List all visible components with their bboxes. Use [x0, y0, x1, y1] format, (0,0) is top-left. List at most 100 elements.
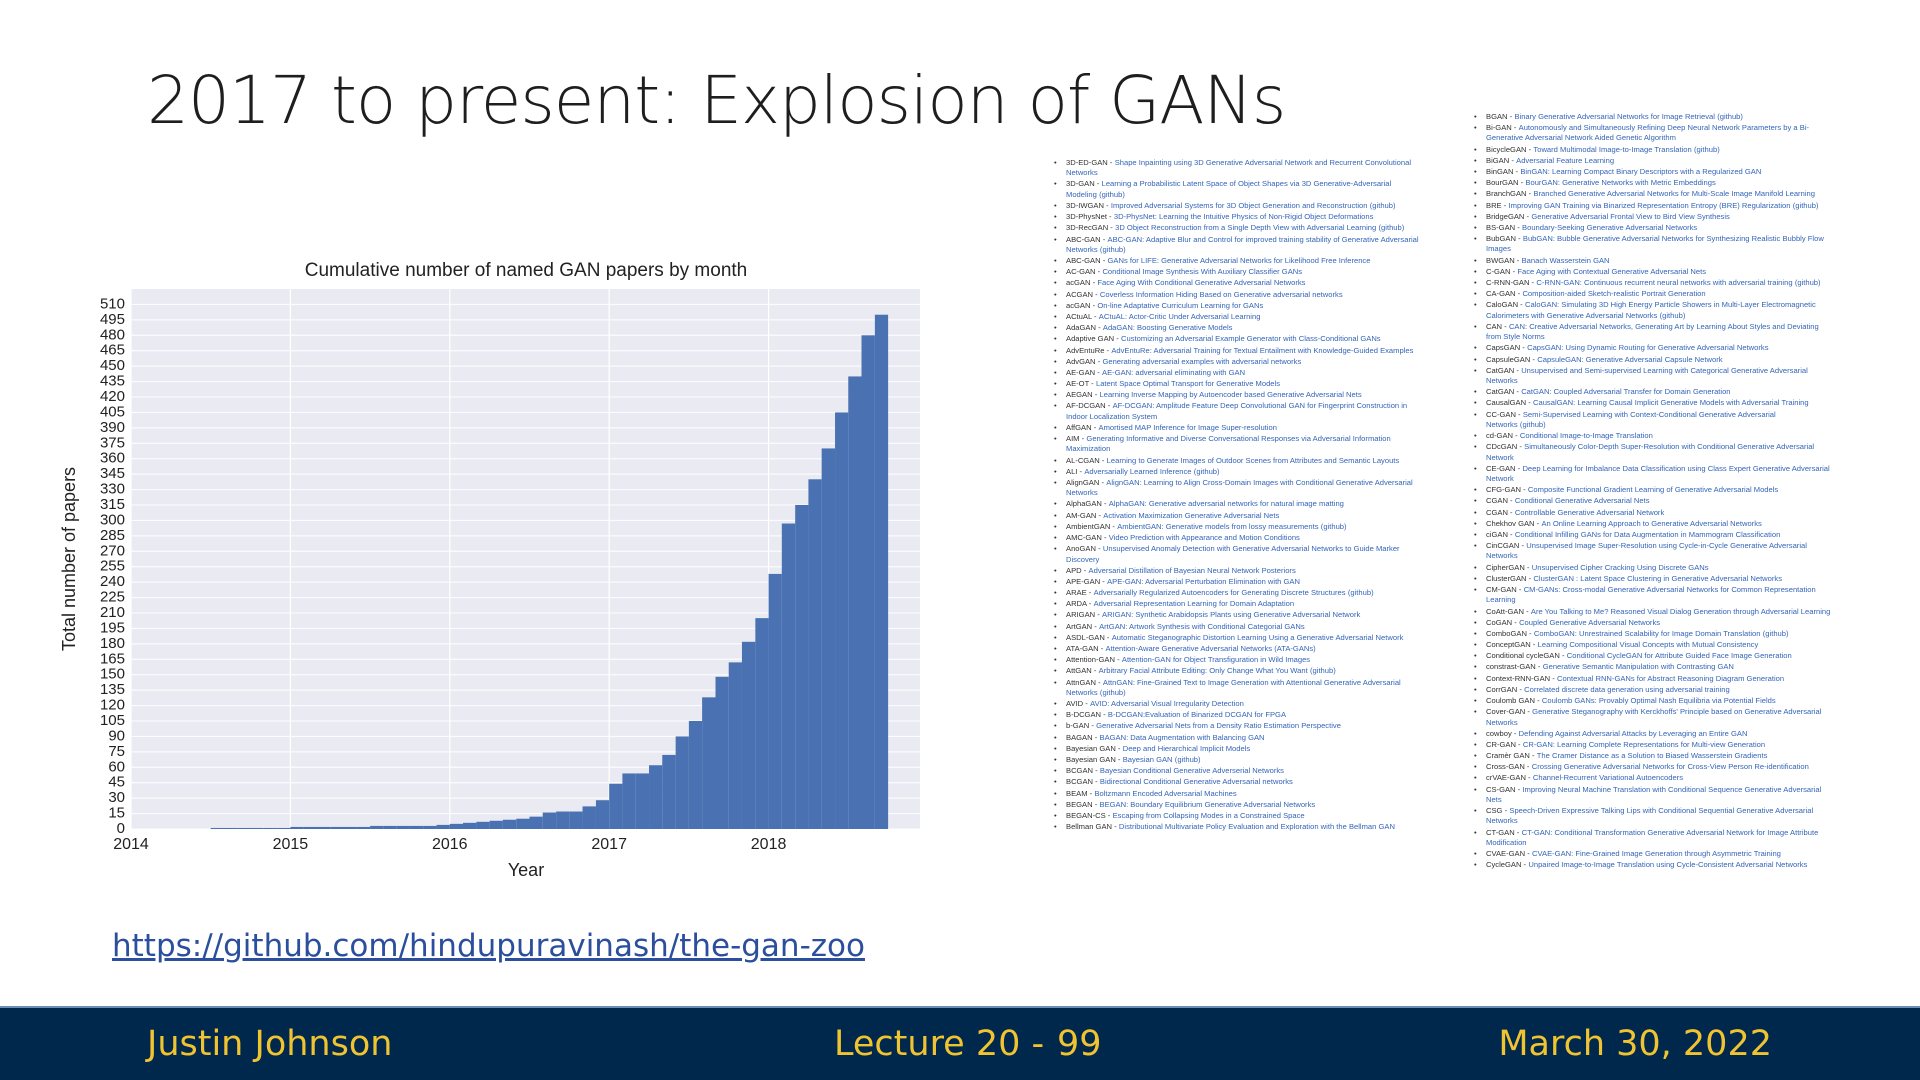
paper-title-link[interactable]: Learning to Generate Images of Outdoor S… — [1106, 455, 1400, 465]
paper-title-link[interactable]: ACtuAL: Actor-Critic Under Adversarial L… — [1098, 311, 1261, 321]
paper-title-link[interactable]: Bayesian GAN — [1122, 755, 1173, 764]
paper-title-link[interactable]: APE-GAN: Adversarial Perturbation Elimin… — [1107, 576, 1300, 586]
github-link[interactable]: (github) — [1099, 687, 1126, 697]
github-link[interactable]: (github) — [1693, 144, 1720, 154]
paper-title-link[interactable]: GANs for LIFE: Generative Adversarial Ne… — [1107, 256, 1371, 266]
paper-title-link[interactable]: Composite Functional Gradient Learning o… — [1527, 485, 1779, 495]
paper-title-link[interactable]: 3D Object Reconstruction from a Single D… — [1115, 223, 1377, 233]
github-link[interactable]: (github) — [1320, 521, 1347, 531]
paper-title-link[interactable]: Bayesian Conditional Generative Adverser… — [1099, 766, 1284, 776]
paper-title-link[interactable]: ABC-GAN: Adaptive Blur and Control for i… — [1066, 234, 1419, 254]
paper-title-link[interactable]: CM-GANs: Cross-modal Generative Adversar… — [1486, 585, 1816, 605]
paper-title-link[interactable]: Toward Multimodal Image-to-Image Transla… — [1533, 144, 1692, 154]
github-link[interactable]: (github) — [1193, 466, 1220, 476]
paper-title-link[interactable]: Learning Compositional Visual Concepts w… — [1537, 640, 1759, 650]
paper-title-link[interactable]: Attention-GAN for Object Transfiguration… — [1121, 655, 1311, 665]
paper-title-link[interactable]: Correlated discrete data generation usin… — [1524, 684, 1730, 694]
paper-title-link[interactable]: Conditional CycleGAN for Attribute Guide… — [1566, 651, 1792, 661]
paper-title-link[interactable]: Branched Generative Adversarial Networks… — [1533, 189, 1815, 199]
paper-title-link[interactable]: Adversarial Representation Learning for … — [1093, 599, 1295, 609]
github-link[interactable]: (github) — [1794, 278, 1821, 288]
paper-title-link[interactable]: Generative Adversarial Nets from a Densi… — [1096, 721, 1341, 731]
paper-title-link[interactable]: ClusterGAN : Latent Space Clustering in … — [1533, 573, 1783, 583]
paper-title-link[interactable]: ARIGAN: Synthetic Arabidopsis Plants usi… — [1102, 610, 1361, 620]
paper-title-link[interactable]: Boltzmann Encoded Adversarial Machines — [1094, 788, 1237, 798]
paper-title-link[interactable]: Learning a Probabilistic Latent Space of… — [1066, 179, 1392, 199]
paper-title-link[interactable]: Autonomously and Simultaneously Refining… — [1486, 123, 1810, 143]
github-link[interactable]: (github) — [1519, 419, 1546, 429]
paper-title-link[interactable]: Adversarial Distillation of Bayesian Neu… — [1088, 565, 1296, 575]
paper-title-link[interactable]: Unsupervised Anomaly Detection with Gene… — [1066, 544, 1400, 564]
paper-title-link[interactable]: Adversarial Feature Learning — [1516, 155, 1615, 165]
github-link[interactable]: (github) — [1717, 112, 1743, 121]
paper-title-link[interactable]: Unsupervised Image Super-Resolution usin… — [1486, 541, 1807, 561]
github-link[interactable]: (github) — [1310, 666, 1336, 676]
paper-title-link[interactable]: C-RNN-GAN: Continuous recurrent neural n… — [1536, 278, 1793, 288]
paper-title-link[interactable]: Are You Talking to Me? Reasoned Visual D… — [1530, 606, 1831, 616]
paper-title-link[interactable]: AmbientGAN: Generative models from lossy… — [1117, 521, 1319, 531]
paper-title-link[interactable]: CapsuleGAN: Generative Adversarial Capsu… — [1537, 354, 1723, 364]
paper-title-link[interactable]: Latent Space Optimal Transport for Gener… — [1095, 379, 1281, 389]
paper-title-link[interactable]: Bidirectional Conditional Generative Adv… — [1099, 777, 1293, 787]
paper-title-link[interactable]: Unsupervised and Semi-supervised Learnin… — [1486, 365, 1808, 386]
paper-title-link[interactable]: On-line Adaptative Curriculum Learning f… — [1097, 300, 1264, 310]
paper-title-link[interactable]: Unsupervised Cipher Cracking Using Discr… — [1531, 562, 1709, 572]
paper-title-link[interactable]: Channel-Recurrent Variational Autoencode… — [1532, 773, 1683, 783]
paper-title-link[interactable]: Amortised MAP Inference for Image Super-… — [1098, 422, 1277, 432]
paper-title-link[interactable]: Coulomb GANs: Provably Optimal Nash Equi… — [1541, 696, 1776, 706]
github-link[interactable]: (github) — [1659, 310, 1686, 320]
paper-title-link[interactable]: CVAE-GAN: Fine-Grained Image Generation … — [1532, 849, 1781, 859]
paper-title-link[interactable]: BAGAN: Data Augmentation with Balancing … — [1099, 732, 1265, 742]
paper-title-link[interactable]: AttnGAN: Fine-Grained Text to Image Gene… — [1066, 677, 1401, 697]
github-link[interactable]: https://github.com/hindupuravinash/the-g… — [112, 928, 865, 964]
paper-title-link[interactable]: 3D-PhysNet: Learning the Intuitive Physi… — [1113, 212, 1374, 222]
paper-title-link[interactable]: Improved Adversarial Systems for 3D Obje… — [1110, 200, 1368, 210]
paper-title-link[interactable]: Activation Maximization Generative Adver… — [1103, 510, 1280, 520]
paper-title-link[interactable]: The Cramer Distance as a Solution to Bia… — [1536, 751, 1768, 761]
paper-title-link[interactable]: CatGAN: Coupled Adversarial Transfer for… — [1521, 387, 1731, 397]
paper-title-link[interactable]: Simultaneously Color-Depth Super-Resolut… — [1486, 442, 1815, 462]
paper-title-link[interactable]: Distributional Multivariate Policy Evalu… — [1118, 822, 1395, 832]
paper-title-link[interactable]: ArtGAN: Artwork Synthesis with Condition… — [1099, 621, 1305, 631]
paper-title-link[interactable]: CR-GAN: Learning Complete Representation… — [1522, 739, 1766, 749]
paper-title-link[interactable]: AE-GAN: adversarial eliminating with GAN — [1102, 367, 1246, 377]
paper-title-link[interactable]: CT-GAN: Conditional Transformation Gener… — [1486, 827, 1819, 847]
paper-title-link[interactable]: Crossing Generative Adversarial Networks… — [1531, 762, 1809, 772]
paper-title-link[interactable]: AVID: Adversarial Visual Irregularity De… — [1090, 699, 1244, 709]
paper-title-link[interactable]: Automatic Steganographic Distortion Lear… — [1111, 632, 1404, 642]
paper-title-link[interactable]: Speech-Driven Expressive Talking Lips wi… — [1486, 806, 1814, 826]
paper-title-link[interactable]: Generating Informative and Diverse Conve… — [1066, 434, 1391, 454]
paper-title-link[interactable]: CapsGAN: Using Dynamic Routing for Gener… — [1527, 343, 1769, 353]
paper-title-link[interactable]: Coupled Generative Adversarial Networks — [1519, 617, 1661, 627]
paper-title-link[interactable]: Deep Learning for Imbalance Data Classif… — [1486, 463, 1830, 484]
paper-title-link[interactable]: BubGAN: Bubble Generative Adversarial Ne… — [1486, 234, 1824, 254]
paper-title-link[interactable]: BourGAN: Generative Networks with Metric… — [1525, 178, 1716, 188]
paper-title-link[interactable]: Conditional Image Synthesis With Auxilia… — [1102, 267, 1303, 277]
github-link[interactable]: (github) — [1099, 189, 1125, 199]
paper-title-link[interactable]: Generating adversarial examples with adv… — [1102, 356, 1302, 366]
paper-title-link[interactable]: Generative Semantic Manipulation with Co… — [1542, 662, 1734, 672]
paper-title-link[interactable]: Conditional Infilling GANs for Data Augm… — [1514, 530, 1781, 539]
paper-title-link[interactable]: Defending Against Adversarial Attacks by… — [1518, 728, 1748, 738]
paper-title-link[interactable]: BinGAN: Learning Compact Binary Descript… — [1520, 167, 1762, 177]
paper-title-link[interactable]: Generative Adversarial Frontal View to B… — [1531, 211, 1730, 221]
paper-title-link[interactable]: Adversarially Regularized Autoencoders f… — [1093, 588, 1346, 598]
paper-title-link[interactable]: Conditional Image-to-Image Translation — [1519, 431, 1653, 441]
paper-title-link[interactable]: AdaGAN: Boosting Generative Models — [1102, 323, 1233, 333]
github-link[interactable]: (github) — [1369, 200, 1396, 210]
paper-title-link[interactable]: Face Aging With Conditional Generative A… — [1097, 278, 1306, 288]
paper-title-link[interactable]: AdvEntuRe: Adversarial Training for Text… — [1111, 345, 1414, 355]
github-link[interactable]: (github) — [1099, 244, 1126, 254]
paper-title-link[interactable]: Shape Inpainting using 3D Generative Adv… — [1066, 158, 1412, 178]
github-link[interactable]: (github) — [1762, 628, 1789, 638]
paper-title-link[interactable]: CaloGAN: Simulating 3D High Energy Parti… — [1486, 300, 1816, 320]
paper-title-link[interactable]: CAN: Creative Adversarial Networks, Gene… — [1486, 321, 1819, 342]
paper-title-link[interactable]: BEGAN: Boundary Equilibrium Generative A… — [1099, 799, 1316, 809]
paper-title-link[interactable]: AF-DCGAN: Amplitude Feature Deep Convolu… — [1066, 401, 1408, 421]
paper-title-link[interactable]: Contextual RNN-GANs for Abstract Reasoni… — [1557, 673, 1785, 683]
paper-title-link[interactable]: Adversarially Learned Inference — [1084, 466, 1192, 476]
paper-title-link[interactable]: Binary Generative Adversarial Networks f… — [1514, 112, 1715, 121]
paper-title-link[interactable]: Banach Wasserstein GAN — [1521, 255, 1610, 265]
paper-title-link[interactable]: Unpaired Image-to-Image Translation usin… — [1528, 860, 1808, 870]
paper-title-link[interactable]: Semi-Supervised Learning with Context-Co… — [1486, 409, 1776, 429]
